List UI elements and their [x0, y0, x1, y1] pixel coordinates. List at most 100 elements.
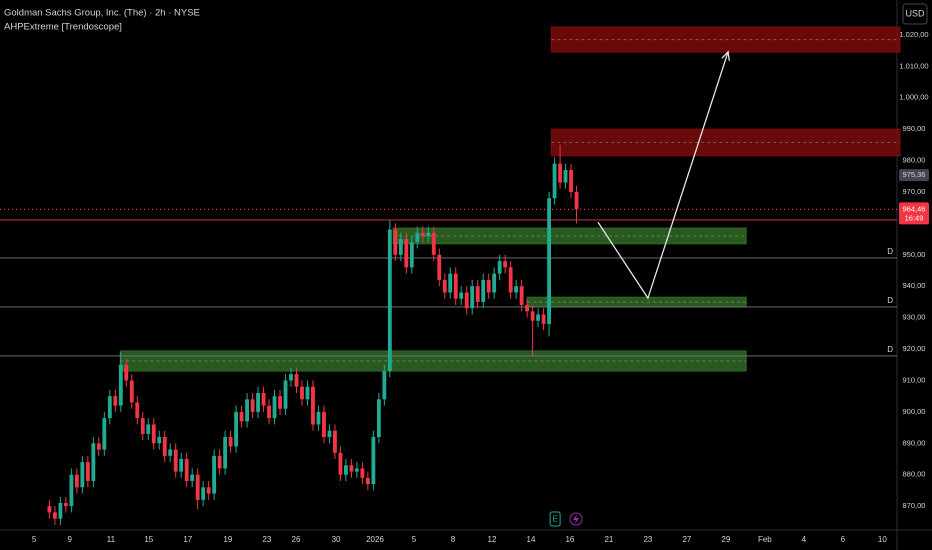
projection-path — [597, 51, 729, 300]
candle-body — [74, 474, 79, 488]
candle-body — [135, 402, 140, 419]
candle-body — [58, 502, 63, 519]
x-tick-label: 27 — [682, 535, 691, 544]
candle-body — [393, 229, 398, 255]
x-tick-label: 26 — [292, 535, 301, 544]
candle-body — [530, 311, 535, 321]
candle-body — [508, 267, 513, 293]
zone — [550, 128, 901, 157]
candle-body — [217, 455, 222, 469]
candle-body — [360, 468, 365, 478]
y-tick-label: 900,00 — [903, 407, 926, 416]
candle-body — [179, 458, 184, 472]
candle-body — [382, 371, 387, 400]
candle-body — [305, 386, 310, 400]
candle-body — [96, 443, 101, 450]
candle-body — [398, 239, 403, 255]
candle-body — [426, 232, 431, 236]
y-tick-label: 990,00 — [903, 124, 926, 133]
candle-body — [431, 232, 436, 255]
x-tick-label: 10 — [878, 535, 887, 544]
level-label: D — [887, 247, 893, 256]
x-tick-label: 2026 — [366, 535, 384, 544]
candle-body — [80, 462, 85, 488]
candle-body — [107, 396, 112, 419]
candle-body — [151, 424, 156, 444]
candle-body — [470, 286, 475, 309]
x-tick-label: 5 — [32, 535, 37, 544]
y-tick-label: 1.020,00 — [899, 30, 928, 39]
marker-price-label: 975,36 — [903, 170, 926, 179]
candle-body — [239, 411, 244, 422]
x-tick-label: 17 — [183, 535, 192, 544]
last-price-label: 964,46 — [903, 204, 926, 213]
candle-body — [343, 465, 348, 475]
lightning-event[interactable] — [569, 512, 583, 526]
candle-body — [327, 430, 332, 438]
arrow-head — [721, 50, 730, 61]
candle-body — [267, 405, 271, 419]
candle-body — [349, 465, 354, 472]
candle-body — [536, 314, 541, 321]
candle-body — [195, 474, 200, 500]
candle-body — [261, 393, 266, 406]
event-icon[interactable] — [569, 512, 583, 526]
candle-body — [129, 380, 134, 403]
event-icon[interactable] — [573, 514, 579, 524]
y-tick-label: 940,00 — [903, 281, 926, 290]
candle-body — [234, 411, 239, 447]
event-badge[interactable] — [549, 511, 561, 527]
candle-body — [569, 169, 573, 192]
candle-body — [69, 474, 74, 507]
candle-body — [558, 163, 562, 183]
x-tick-label: 12 — [488, 535, 497, 544]
candle-body — [256, 393, 260, 412]
currency-button[interactable] — [902, 3, 928, 25]
candle-body — [338, 452, 343, 475]
y-tick-label: 980,00 — [903, 156, 926, 165]
candle-body — [140, 418, 145, 434]
y-tick-label: 880,00 — [903, 470, 926, 479]
candle-body — [486, 279, 491, 293]
candle-body — [497, 261, 502, 274]
candle-body — [541, 314, 546, 324]
candle-body — [492, 273, 497, 293]
candle-body — [442, 279, 447, 293]
candle-body — [283, 380, 288, 409]
candle-body — [118, 364, 123, 406]
indicator-name: AHPExtreme [Trendoscope] — [4, 22, 122, 33]
y-tick-label: 910,00 — [903, 375, 926, 384]
y-tick-label: 930,00 — [903, 313, 926, 322]
candle-body — [294, 374, 299, 387]
currency-label[interactable]: USD — [905, 8, 925, 18]
candle-body — [311, 386, 315, 425]
candle-body — [272, 396, 277, 419]
candle-body — [63, 502, 68, 507]
candle-body — [563, 169, 568, 183]
candle-body — [173, 449, 178, 472]
candle-body — [464, 292, 469, 309]
candle-body — [437, 254, 442, 280]
x-tick-label: 6 — [841, 535, 846, 544]
x-tick-label: 23 — [262, 535, 271, 544]
event-label: E — [552, 515, 557, 524]
x-tick-label: 4 — [802, 535, 807, 544]
candle-body — [409, 242, 414, 268]
x-tick-label: 9 — [68, 535, 73, 544]
y-tick-label: 890,00 — [903, 438, 926, 447]
candle-body — [420, 232, 425, 236]
x-tick-label: Feb — [758, 535, 772, 544]
candle-body — [113, 396, 118, 406]
candle-body — [316, 411, 321, 425]
y-tick-label: 970,00 — [903, 187, 926, 196]
candle-body — [245, 399, 250, 422]
candle-body — [162, 437, 167, 456]
candle-body — [322, 411, 326, 438]
candle-body — [503, 261, 508, 268]
candle-body — [525, 305, 530, 312]
x-tick-label: 21 — [604, 535, 613, 544]
candle-body — [333, 430, 337, 453]
x-tick-label: 19 — [223, 535, 232, 544]
x-tick-label: 23 — [643, 535, 652, 544]
marker-price-box — [899, 169, 929, 182]
